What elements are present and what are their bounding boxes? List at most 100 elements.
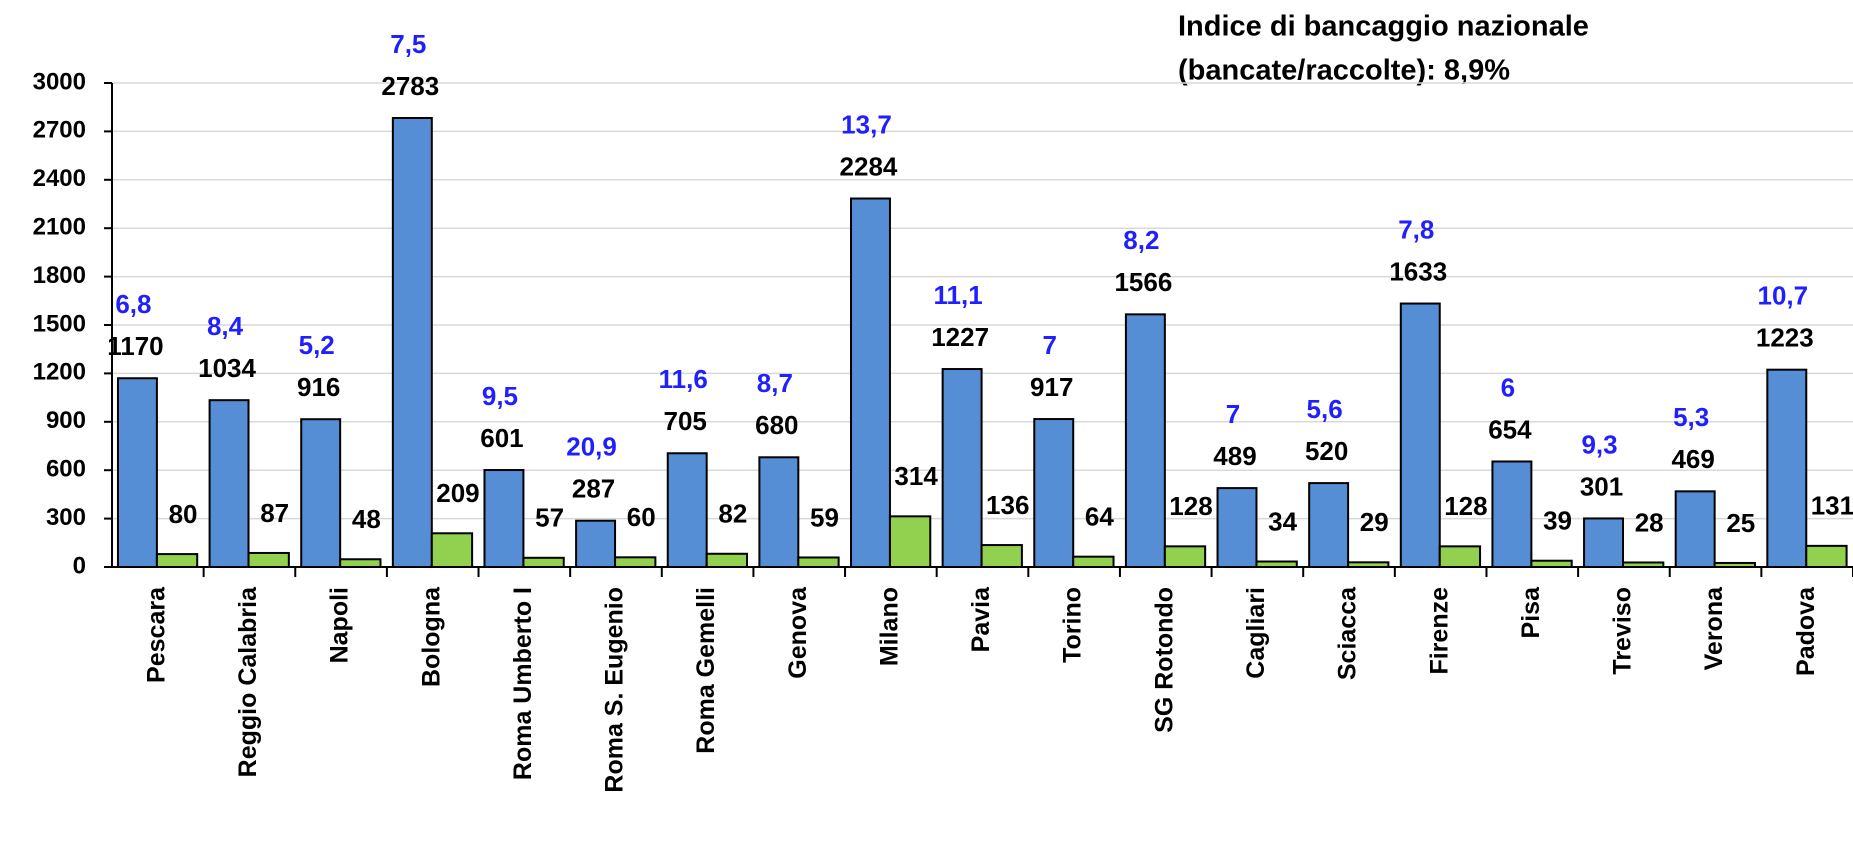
x-tick-label: Pescara: [142, 586, 170, 683]
bar: [666, 452, 708, 569]
x-tick-label: Roma S. Eugenio: [601, 587, 629, 793]
bar: [430, 532, 474, 568]
ratio-label: 6,8: [115, 289, 151, 319]
bar: [1216, 487, 1258, 568]
data-label: 87: [260, 498, 289, 528]
x-tick-label: Roma Umberto I: [509, 587, 537, 780]
x-tick-label: Padova: [1792, 586, 1820, 676]
data-label: 654: [1488, 414, 1532, 444]
bar: [850, 197, 891, 568]
data-label: 80: [169, 499, 198, 529]
annotation: (bancate/raccolte): 8,9%: [1178, 55, 1510, 87]
data-label: 1227: [931, 322, 989, 352]
data-label: 705: [664, 406, 707, 436]
data-label: 2783: [381, 71, 439, 101]
y-tick-label: 600: [46, 456, 86, 483]
bar: [208, 399, 250, 568]
data-label: 29: [1360, 507, 1389, 537]
ratio-label: 9,5: [482, 381, 518, 411]
x-tick-label: Pisa: [1517, 586, 1545, 639]
data-label: 680: [755, 410, 798, 440]
bar: [247, 551, 290, 568]
data-label: 1633: [1389, 256, 1447, 286]
bar: [575, 519, 617, 568]
bar: [980, 544, 1023, 568]
ratio-label: 7,8: [1398, 214, 1434, 244]
bar: [339, 558, 382, 568]
bar: [1124, 313, 1166, 568]
ratio-label: 8,7: [757, 368, 793, 398]
x-tick-label: Torino: [1059, 587, 1087, 663]
y-tick-label: 0: [73, 552, 86, 579]
bar: [1072, 555, 1115, 569]
x-tick-label: SG Rotondo: [1150, 587, 1178, 733]
x-tick-label: Reggio Calabria: [234, 586, 262, 777]
bar: [1308, 482, 1350, 568]
annotation: Indice di bancaggio nazionale: [1178, 11, 1589, 43]
x-tick-label: Roma Gemelli: [692, 587, 720, 754]
bar: [941, 368, 983, 568]
x-tick-label: Milano: [875, 587, 903, 666]
ratio-label: 7,5: [390, 29, 426, 59]
data-label: 469: [1671, 444, 1714, 474]
ratio-label: 11,6: [659, 364, 708, 394]
bar: [1399, 302, 1441, 568]
data-label: 128: [1169, 491, 1212, 521]
data-label: 25: [1726, 508, 1755, 538]
bar: [1491, 460, 1533, 569]
data-label: 39: [1543, 506, 1572, 536]
data-label: 520: [1305, 436, 1348, 466]
data-label: 1223: [1756, 323, 1814, 353]
bar: [614, 556, 657, 569]
ratio-label: 5,6: [1307, 394, 1343, 424]
bar: [300, 418, 342, 568]
ratio-label: 5,3: [1673, 402, 1709, 432]
data-label: 314: [894, 461, 938, 491]
y-tick-label: 900: [46, 407, 86, 434]
bar: [1583, 517, 1625, 568]
data-label: 64: [1085, 502, 1114, 532]
data-label: 128: [1444, 491, 1487, 521]
ratio-label: 11,1: [934, 280, 983, 310]
x-tick-label: Bologna: [417, 586, 445, 687]
data-label: 209: [436, 478, 479, 508]
bar: [758, 456, 800, 568]
data-label: 1170: [107, 331, 163, 361]
ratio-label: 9,3: [1581, 429, 1617, 459]
data-label: 489: [1213, 441, 1256, 471]
x-tick-label: Cagliari: [1242, 587, 1270, 679]
data-label: 601: [480, 423, 523, 453]
data-label: 57: [535, 503, 564, 533]
ratio-label: 5,2: [299, 330, 335, 360]
y-tick-label: 300: [46, 504, 86, 531]
x-tick-label: Verona: [1700, 586, 1728, 670]
data-label: 60: [627, 502, 656, 532]
y-tick-label: 2400: [33, 165, 86, 192]
data-label: 136: [986, 490, 1029, 520]
x-tick-label: Treviso: [1609, 587, 1637, 675]
ratio-label: 20,9: [566, 432, 617, 462]
data-label: 82: [718, 499, 747, 529]
data-label: 287: [572, 474, 615, 504]
data-label: 2284: [840, 151, 898, 181]
bar: [1033, 418, 1075, 569]
ratio-label: 7: [1043, 330, 1057, 360]
y-tick-label: 1800: [33, 262, 86, 289]
bar: [888, 515, 932, 568]
x-tick-label: Firenze: [1425, 587, 1453, 675]
y-tick-label: 1200: [33, 359, 86, 386]
bar: [483, 469, 525, 568]
bar: [1438, 545, 1482, 568]
data-label: 34: [1268, 506, 1297, 536]
data-label: 48: [352, 504, 381, 534]
bar: [155, 553, 199, 568]
bar: [522, 556, 565, 569]
bar: [1163, 545, 1207, 568]
data-label: 917: [1030, 372, 1073, 402]
y-tick-label: 1500: [33, 310, 86, 337]
ratio-label: 13,7: [841, 109, 892, 139]
bar: [1766, 368, 1808, 568]
bar: [1674, 490, 1716, 568]
data-label: 131: [1811, 491, 1853, 521]
